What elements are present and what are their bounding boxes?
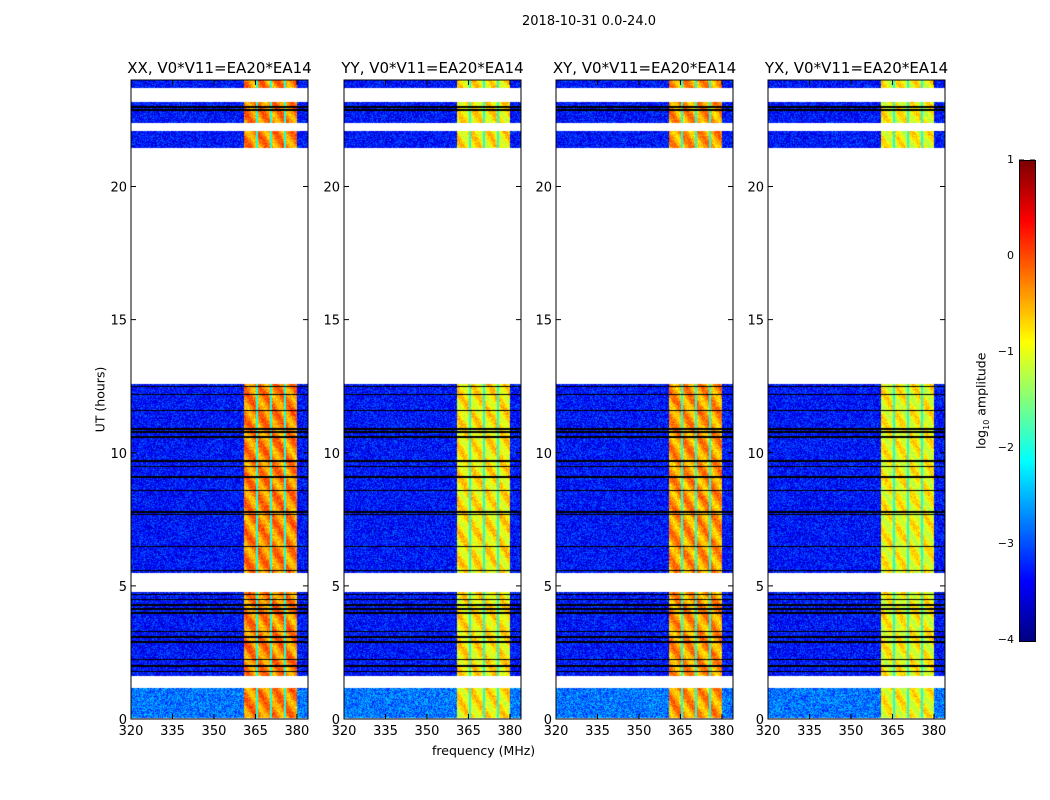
x-tick-label: 380 — [710, 724, 735, 739]
y-tick-label: 20 — [747, 181, 764, 196]
x-tick-label: 350 — [627, 724, 652, 739]
figure-title: 2018-10-31 0.0-24.0 — [522, 14, 656, 29]
colorbar-tick-label: −1 — [997, 345, 1014, 358]
colorbar-tick-label: 1 — [1007, 153, 1014, 166]
panel-frame — [555, 79, 734, 720]
y-tick-label: 5 — [756, 580, 764, 595]
x-tick-label: 320 — [332, 724, 357, 739]
y-tick-label: 20 — [535, 181, 552, 196]
panel-frame — [343, 79, 522, 720]
colorbar-tick-label: −2 — [997, 441, 1014, 454]
y-axis-label: UT (hours) — [92, 366, 108, 433]
panel-title: XY, V0*V11=EA20*EA14 — [552, 59, 737, 77]
y-tick-label: 5 — [119, 580, 127, 595]
y-tick-label: 15 — [535, 314, 552, 329]
x-tick-label: 380 — [498, 724, 523, 739]
y-tick-label: 20 — [323, 181, 340, 196]
y-tick-label: 20 — [110, 181, 127, 196]
y-tick-label: 5 — [544, 580, 552, 595]
x-tick-label: 320 — [119, 724, 144, 739]
panel-title: YX, V0*V11=EA20*EA14 — [764, 59, 949, 77]
x-tick-label: 380 — [285, 724, 310, 739]
y-tick-label: 15 — [110, 314, 127, 329]
x-tick-label: 320 — [756, 724, 781, 739]
colorbar-tick-label: −4 — [997, 633, 1014, 646]
x-tick-label: 320 — [544, 724, 569, 739]
panel-frame — [130, 79, 309, 720]
x-tick-label: 365 — [243, 724, 268, 739]
heatmap-yx — [768, 80, 945, 719]
x-tick-label: 335 — [373, 724, 398, 739]
x-tick-label: 365 — [668, 724, 693, 739]
y-tick-label: 15 — [747, 314, 764, 329]
y-tick-label: 5 — [332, 580, 340, 595]
panel-title: XX, V0*V11=EA20*EA14 — [127, 59, 312, 77]
heatmap-yy — [344, 80, 521, 719]
x-tick-label: 350 — [415, 724, 440, 739]
panel-frame — [767, 79, 946, 720]
x-tick-label: 335 — [585, 724, 610, 739]
heatmap-xy — [556, 80, 733, 719]
y-tick-label: 0 — [332, 713, 340, 728]
x-tick-label: 350 — [839, 724, 864, 739]
y-tick-label: 10 — [535, 447, 552, 462]
x-tick-label: 365 — [880, 724, 905, 739]
colorbar — [1019, 160, 1036, 642]
colorbar-tick-label: 0 — [1007, 249, 1014, 262]
x-tick-label: 335 — [160, 724, 185, 739]
x-axis-label: frequency (MHz) — [432, 743, 536, 758]
y-tick-label: 10 — [110, 447, 127, 462]
x-tick-label: 365 — [456, 724, 481, 739]
colorbar-tick-label: −3 — [997, 537, 1014, 550]
x-tick-label: 335 — [797, 724, 822, 739]
y-tick-label: 15 — [323, 314, 340, 329]
panel-title: YY, V0*V11=EA20*EA14 — [341, 59, 524, 77]
y-tick-label: 10 — [323, 447, 340, 462]
heatmap-xx — [131, 80, 308, 719]
x-tick-label: 350 — [202, 724, 227, 739]
y-tick-label: 10 — [747, 447, 764, 462]
y-tick-label: 0 — [544, 713, 552, 728]
y-tick-label: 0 — [756, 713, 764, 728]
y-tick-label: 0 — [119, 713, 127, 728]
x-tick-label: 380 — [922, 724, 947, 739]
